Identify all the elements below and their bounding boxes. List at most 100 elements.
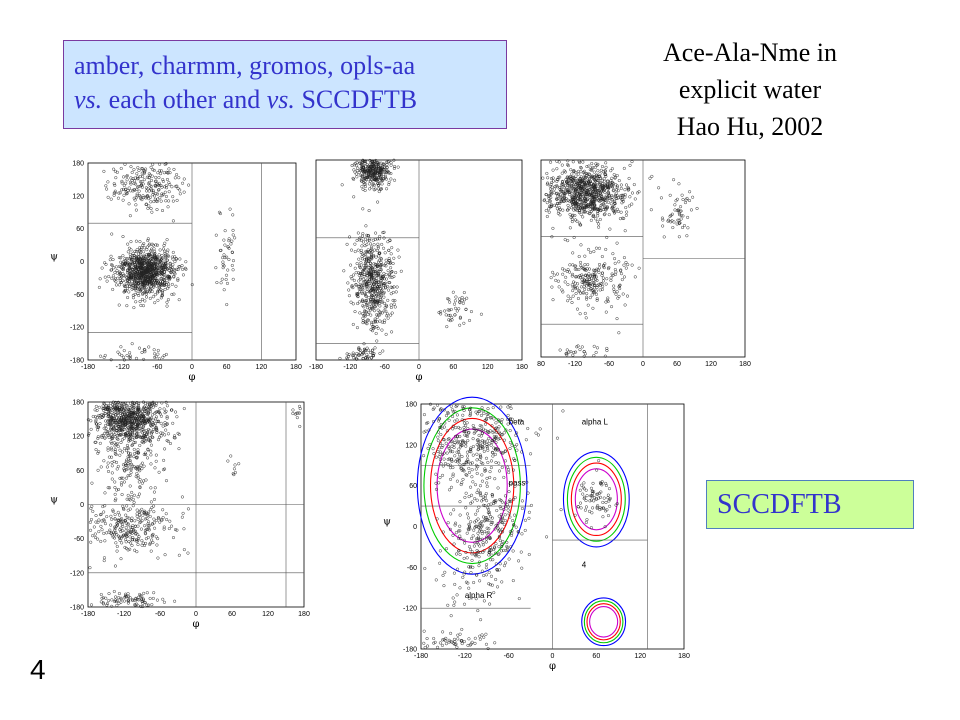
scatter-point [385, 160, 389, 164]
scatter-point [128, 547, 132, 551]
scatter-point [508, 447, 512, 451]
scatter-point [104, 262, 108, 266]
scatter-point [579, 285, 583, 289]
scatter-point [366, 348, 370, 352]
scatter-point [444, 414, 448, 418]
scatter-point [493, 477, 497, 481]
scatter-point [132, 265, 136, 269]
scatter-point [358, 161, 362, 165]
scatter-point [560, 163, 564, 167]
scatter-point [460, 455, 464, 459]
scatter-point [454, 426, 458, 430]
scatter-point [361, 207, 365, 211]
scatter-point [146, 456, 150, 460]
scatter-point [366, 355, 370, 359]
scatter-point [563, 280, 567, 284]
scatter-point [154, 243, 158, 247]
scatter-point [371, 285, 375, 289]
scatter-point [445, 325, 449, 329]
scatter-point [183, 266, 187, 270]
scatter-point [483, 422, 488, 426]
scatter-point [475, 471, 479, 476]
scatter-point [382, 246, 386, 250]
scatter-point [365, 169, 369, 174]
scatter-point [147, 204, 151, 208]
scatter-point [671, 226, 675, 230]
scatter-point [136, 285, 140, 289]
scatter-point [579, 166, 583, 170]
scatter-point [382, 172, 386, 176]
scatter-point [113, 528, 117, 532]
scatter-point [164, 428, 168, 432]
scatter-point [130, 262, 134, 266]
scatter-point [517, 559, 521, 563]
title-line-2: explicit water [678, 75, 822, 104]
scatter-point [368, 237, 372, 241]
scatter-point [649, 208, 653, 212]
scatter-point [106, 195, 110, 199]
scatter-point [149, 187, 153, 191]
scatter-point [394, 271, 398, 275]
scatter-point [447, 418, 451, 422]
scatter-point [390, 330, 394, 334]
scatter-point [133, 519, 137, 523]
scatter-point [146, 252, 150, 256]
scatter-point [104, 426, 108, 430]
scatter-point [472, 528, 476, 532]
scatter-point [351, 286, 355, 290]
scatter-point [355, 164, 359, 168]
scatter-point [123, 162, 127, 166]
scatter-point [590, 293, 594, 297]
scatter-point [382, 263, 386, 267]
scatter-point [136, 524, 140, 528]
scatter-point [110, 232, 114, 236]
scatter-point [544, 209, 548, 213]
scatter-point [579, 243, 583, 247]
scatter-point [147, 176, 151, 180]
scatter-point [625, 294, 630, 298]
scatter-point [373, 305, 377, 309]
x-tick-label: 60 [223, 364, 231, 371]
scatter-point [370, 162, 374, 166]
scatter-point [479, 312, 483, 316]
scatter-point [118, 453, 122, 457]
scatter-point [154, 179, 158, 183]
scatter-point [686, 226, 690, 230]
scatter-point [480, 479, 484, 483]
scatter-point [112, 182, 116, 186]
scatter-point [486, 407, 490, 411]
scatter-point [455, 418, 459, 422]
scatter-point [114, 595, 118, 599]
scatter-point [377, 302, 381, 306]
scatter-point [167, 181, 171, 185]
scatter-point [359, 169, 363, 173]
scatter-point [109, 358, 113, 362]
scatter-point [632, 183, 636, 187]
scatter-point [387, 256, 391, 260]
scatter-point [384, 273, 388, 277]
scatter-point [630, 191, 634, 195]
scatter-point [586, 247, 591, 251]
scatter-point [383, 281, 387, 285]
scatter-point [112, 266, 116, 270]
scatter-point [364, 160, 368, 164]
scatter-point [121, 272, 125, 276]
scatter-point [604, 161, 608, 165]
scatter-point [527, 516, 531, 520]
scatter-point [181, 511, 185, 515]
scatter-point [139, 285, 143, 289]
scatter-point [373, 265, 377, 269]
scatter-point [176, 268, 180, 272]
scatter-point [361, 187, 365, 191]
scatter-point [147, 197, 151, 201]
scatter-point [153, 179, 157, 183]
scatter-point [113, 499, 117, 503]
scatter-point [150, 538, 154, 542]
scatter-point [156, 348, 160, 352]
scatter-point [133, 179, 137, 183]
scatter-point [571, 160, 575, 164]
scatter-point [458, 301, 462, 305]
scatter-point [373, 248, 377, 252]
scatter-point [357, 171, 361, 175]
scatter-point [369, 288, 373, 292]
